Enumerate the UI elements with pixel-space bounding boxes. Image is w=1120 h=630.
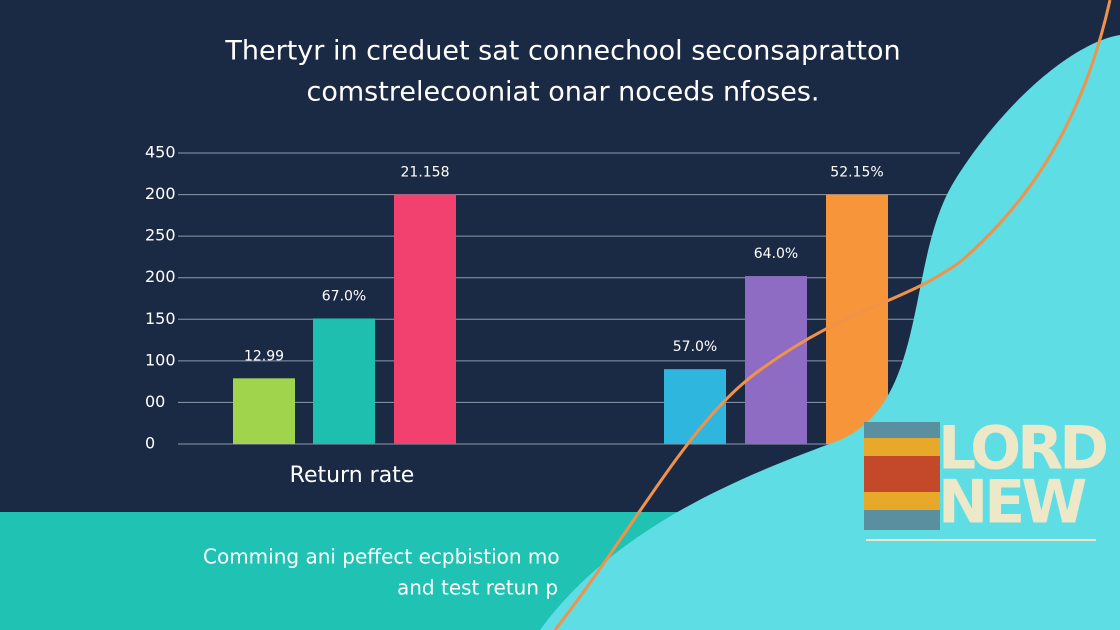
logo: LORD NEW: [864, 414, 1110, 541]
y-tick-label: 0: [145, 434, 155, 453]
logo-text: NEW: [938, 468, 1086, 538]
bar: [313, 318, 375, 444]
bar: [664, 369, 726, 444]
x-axis-label: Return rate: [290, 463, 415, 488]
chart: Thertyr in creduet sat connechool secons…: [145, 36, 960, 600]
bar-annotation: 57.0%: [673, 339, 717, 355]
logo-text: LORD: [938, 414, 1106, 484]
chart-title: Thertyr in creduet sat connechool secons…: [224, 36, 900, 67]
bar-annotation: 12.99: [244, 348, 284, 364]
bar-annotation: 64.0%: [754, 246, 798, 262]
y-tick-label: 450: [145, 143, 176, 162]
caption: Comming ani peffect ecpbistion mo: [203, 545, 560, 569]
y-tick-label: 00: [145, 392, 165, 411]
bar-annotation: 21.158: [401, 165, 450, 181]
chart-title: comstrelecooniat onar noceds nfoses.: [307, 77, 820, 108]
y-tick-label: 250: [145, 226, 176, 245]
stripe: [864, 492, 940, 510]
y-tick-label: 200: [145, 184, 176, 203]
y-tick-label: 200: [145, 267, 176, 286]
bar-annotation: 67.0%: [322, 288, 366, 304]
bar: [394, 194, 456, 444]
bar: [826, 194, 888, 444]
caption: and test retun p: [397, 576, 558, 600]
y-tick-label: 100: [145, 350, 176, 369]
curve: [553, 0, 1112, 630]
stripe: [864, 510, 940, 530]
stripe: [864, 422, 940, 438]
wave: [540, 35, 1120, 630]
stripe: [864, 456, 940, 492]
bar-annotation: 52.15%: [830, 165, 883, 181]
bar: [233, 378, 295, 444]
y-tick-label: 150: [145, 309, 176, 328]
stripe: [864, 438, 940, 456]
